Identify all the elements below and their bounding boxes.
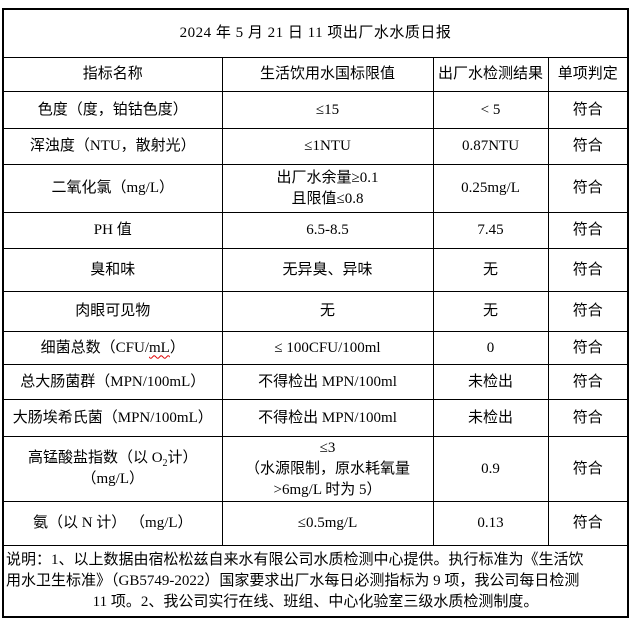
limit-value: 无异臭、异味: [221, 248, 434, 292]
indicator-name: 二氧化氯（mg/L）: [2, 164, 223, 213]
spellcheck-underline: mL: [149, 339, 170, 356]
limit-line: 不得检出 MPN/100ml: [258, 373, 397, 390]
note-line-3: 11 项。2、我公司实行在线、班组、中心化验室三级水质检测制度。: [92, 593, 539, 610]
result-value: 无: [432, 248, 549, 292]
limit-value: 不得检出 MPN/100ml: [221, 364, 434, 400]
indicator-name: 肉眼可见物: [2, 291, 223, 332]
name-text: ）: [169, 339, 185, 356]
judgement-value: 符合: [547, 212, 629, 249]
indicator-name: PH 值: [2, 212, 223, 249]
limit-line: （水源限制，原水耗氧量: [244, 460, 410, 477]
limit-value: ≤0.5mg/L: [221, 501, 434, 546]
limit-line: 出厂水余量≥0.1: [276, 169, 379, 186]
table-row-total-coliform: 总大肠菌群（MPN/100mL） 不得检出 MPN/100ml 未检出 符合: [2, 364, 629, 400]
judgement-value: 符合: [547, 436, 629, 502]
note-line-2: 用水卫生标准》（GB5749-2022）国家要求出厂水每日必测指标为 9 项，我…: [6, 572, 580, 589]
table-row-chlorine-dioxide: 二氧化氯（mg/L） 出厂水余量≥0.1 且限值≤0.8 0.25mg/L 符合: [2, 164, 629, 213]
judgement-value: 符合: [547, 331, 629, 365]
note-line-1: 说明：1、以上数据由宿松松兹自来水有限公司水质检测中心提供。执行标准为《生活饮: [6, 551, 584, 568]
report-note: 说明：1、以上数据由宿松松兹自来水有限公司水质检测中心提供。执行标准为《生活饮 …: [2, 545, 629, 618]
indicator-name: 细菌总数（CFU/mL）: [2, 331, 223, 365]
limit-value: 6.5-8.5: [221, 212, 434, 249]
report-table: 2024 年 5 月 21 日 11 项出厂水水质日报 指标名称 生活饮用水国标…: [2, 8, 630, 618]
limit-line: ≤3: [319, 439, 336, 456]
limit-line: >6mg/L 时为 5）: [273, 481, 382, 498]
limit-line: 6.5-8.5: [306, 222, 349, 238]
limit-value: ≤ 100CFU/100ml: [221, 331, 434, 365]
col-header-result: 出厂水检测结果: [432, 57, 549, 92]
table-row-ph: PH 值 6.5-8.5 7.45 符合: [2, 212, 629, 249]
table-row-ammonia: 氨（以 N 计） （mg/L） ≤0.5mg/L 0.13 符合: [2, 501, 629, 546]
result-value: 0.25mg/L: [432, 164, 549, 213]
name-text: 高锰酸盐指数（以 O: [27, 450, 163, 466]
indicator-name: 总大肠菌群（MPN/100mL）: [2, 364, 223, 400]
limit-value: 无: [221, 291, 434, 332]
indicator-name: 大肠埃希氏菌（MPN/100mL）: [2, 399, 223, 437]
indicator-name: 色度（度，铂钴色度）: [2, 91, 223, 129]
result-value: 0.87NTU: [432, 128, 549, 165]
judgement-value: 符合: [547, 91, 629, 129]
col-header-indicator: 指标名称: [2, 57, 223, 92]
col-header-judgement: 单项判定: [547, 57, 629, 92]
result-value: 未检出: [432, 364, 549, 400]
limit-line: ≤15: [315, 101, 340, 118]
result-value: 7.45: [432, 212, 549, 249]
table-row-bacteria-count: 细菌总数（CFU/mL） ≤ 100CFU/100ml 0 符合: [2, 331, 629, 365]
table-row-e-coli: 大肠埃希氏菌（MPN/100mL） 不得检出 MPN/100ml 未检出 符合: [2, 399, 629, 437]
name-text: 计）（mg/L）: [81, 450, 198, 487]
judgement-value: 符合: [547, 364, 629, 400]
table-row-odor: 臭和味 无异臭、异味 无 符合: [2, 248, 629, 292]
judgement-value: 符合: [547, 248, 629, 292]
judgement-value: 符合: [547, 128, 629, 165]
limit-line: ≤0.5mg/L: [297, 515, 358, 531]
judgement-value: 符合: [547, 291, 629, 332]
column-header-row: 指标名称 生活饮用水国标限值 出厂水检测结果 单项判定: [2, 57, 629, 92]
limit-value: 出厂水余量≥0.1 且限值≤0.8: [221, 164, 434, 213]
limit-value: ≤3 （水源限制，原水耗氧量 >6mg/L 时为 5）: [221, 436, 434, 502]
indicator-name: 臭和味: [2, 248, 223, 292]
result-value: 未检出: [432, 399, 549, 437]
result-value: 0.13: [432, 501, 549, 546]
limit-value: ≤15: [221, 91, 434, 129]
col-header-limit: 生活饮用水国标限值: [221, 57, 434, 92]
limit-line: ≤1NTU: [304, 138, 351, 154]
limit-value: 不得检出 MPN/100ml: [221, 399, 434, 437]
table-row-chromaticity: 色度（度，铂钴色度） ≤15 < 5 符合: [2, 91, 629, 129]
table-row-permanganate-index: 高锰酸盐指数（以 O2计）（mg/L） ≤3 （水源限制，原水耗氧量 >6mg/…: [2, 436, 629, 502]
name-text: 细菌总数（CFU/: [40, 339, 149, 356]
judgement-value: 符合: [547, 164, 629, 213]
result-value: < 5: [432, 91, 549, 129]
indicator-name: 高锰酸盐指数（以 O2计）（mg/L）: [2, 436, 223, 502]
limit-line: 无: [319, 303, 335, 319]
limit-line: 且限值≤0.8: [291, 190, 364, 207]
result-value: 无: [432, 291, 549, 332]
limit-line: ≤ 100CFU/100ml: [274, 339, 381, 356]
indicator-name: 氨（以 N 计） （mg/L）: [2, 501, 223, 546]
judgement-value: 符合: [547, 399, 629, 437]
table-row-visible-matter: 肉眼可见物 无 无 符合: [2, 291, 629, 332]
water-quality-report: 2024 年 5 月 21 日 11 项出厂水水质日报 指标名称 生活饮用水国标…: [2, 8, 630, 618]
result-value: 0.9: [432, 436, 549, 502]
title-row: 2024 年 5 月 21 日 11 项出厂水水质日报: [2, 8, 629, 58]
indicator-name: 浑浊度（NTU，散射光）: [2, 128, 223, 165]
judgement-value: 符合: [547, 501, 629, 546]
subscript-2: 2: [162, 458, 168, 469]
limit-line: 无异臭、异味: [282, 261, 373, 278]
note-row: 说明：1、以上数据由宿松松兹自来水有限公司水质检测中心提供。执行标准为《生活饮 …: [2, 545, 629, 618]
result-value: 0: [432, 331, 549, 365]
page-title: 2024 年 5 月 21 日 11 项出厂水水质日报: [2, 8, 629, 58]
table-row-turbidity: 浑浊度（NTU，散射光） ≤1NTU 0.87NTU 符合: [2, 128, 629, 165]
limit-line: 不得检出 MPN/100ml: [258, 409, 397, 426]
limit-value: ≤1NTU: [221, 128, 434, 165]
